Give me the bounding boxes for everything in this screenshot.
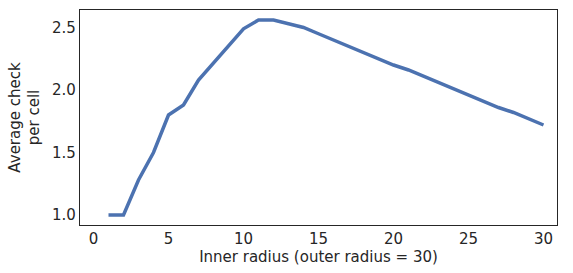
svg-text:15: 15 (309, 230, 328, 248)
svg-text:Average checkper cell: Average checkper cell (6, 62, 44, 173)
svg-text:10: 10 (234, 230, 253, 248)
svg-text:2.5: 2.5 (52, 19, 76, 37)
svg-text:1.0: 1.0 (52, 206, 76, 224)
svg-text:0: 0 (89, 230, 99, 248)
svg-text:30: 30 (534, 230, 553, 248)
svg-text:Inner radius (outer radius = 3: Inner radius (outer radius = 30) (199, 248, 438, 266)
svg-text:20: 20 (384, 230, 403, 248)
svg-text:2.0: 2.0 (52, 81, 76, 99)
svg-text:25: 25 (459, 230, 478, 248)
svg-text:1.5: 1.5 (52, 144, 76, 162)
svg-text:5: 5 (164, 230, 174, 248)
